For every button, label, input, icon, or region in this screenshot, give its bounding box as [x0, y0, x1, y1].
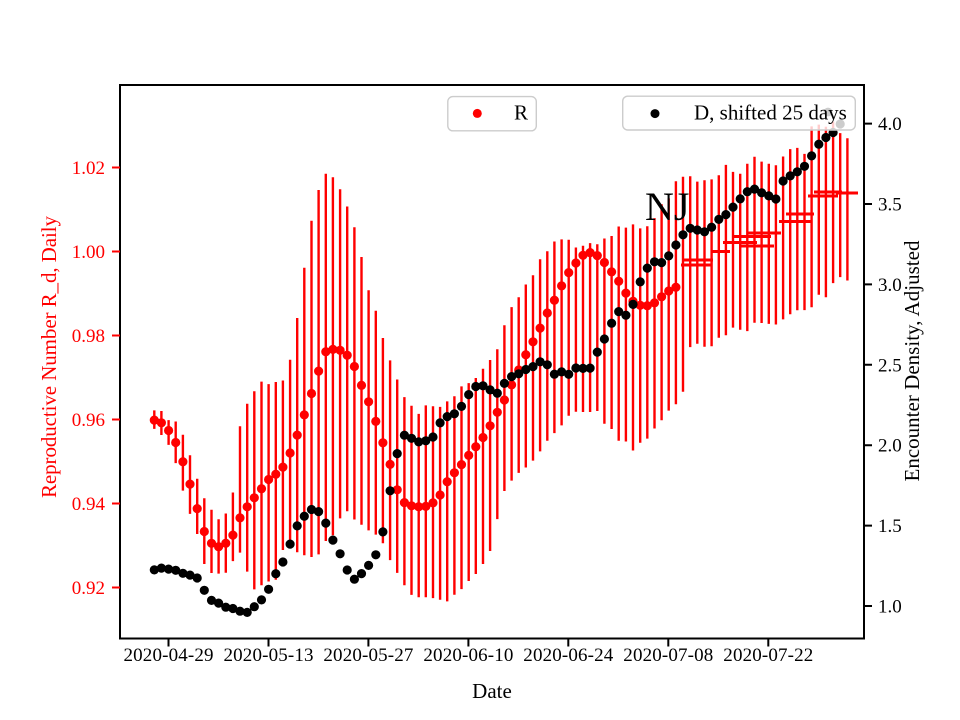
svg-text:2020-07-22: 2020-07-22 [723, 645, 813, 666]
svg-text:0.92: 0.92 [72, 578, 105, 599]
svg-text:R: R [514, 101, 528, 125]
svg-text:1.5: 1.5 [878, 516, 902, 537]
svg-text:2.0: 2.0 [878, 436, 902, 457]
svg-text:Encounter Density, Adjusted: Encounter Density, Adjusted [900, 240, 924, 482]
svg-text:3.5: 3.5 [878, 195, 902, 216]
svg-text:3.0: 3.0 [878, 275, 902, 296]
svg-text:NJ: NJ [645, 184, 689, 229]
svg-text:2.5: 2.5 [878, 355, 902, 376]
svg-text:Reproductive Number R_d, Daily: Reproductive Number R_d, Daily [37, 216, 61, 499]
svg-text:0.96: 0.96 [72, 410, 105, 431]
svg-text:4.0: 4.0 [878, 114, 902, 135]
svg-text:2020-06-24: 2020-06-24 [523, 645, 614, 666]
svg-text:1.02: 1.02 [72, 158, 105, 179]
svg-text:2020-07-08: 2020-07-08 [623, 645, 713, 666]
svg-text:2020-05-13: 2020-05-13 [224, 645, 314, 666]
svg-text:1.00: 1.00 [72, 242, 105, 263]
svg-text:2020-04-29: 2020-04-29 [124, 645, 214, 666]
svg-text:Date: Date [472, 679, 512, 703]
svg-text:D, shifted 25 days: D, shifted 25 days [694, 101, 847, 125]
svg-text:2020-06-10: 2020-06-10 [423, 645, 513, 666]
svg-text:1.0: 1.0 [878, 597, 902, 618]
svg-text:2020-05-27: 2020-05-27 [323, 645, 413, 666]
svg-text:0.94: 0.94 [72, 494, 106, 515]
svg-text:0.98: 0.98 [72, 326, 105, 347]
